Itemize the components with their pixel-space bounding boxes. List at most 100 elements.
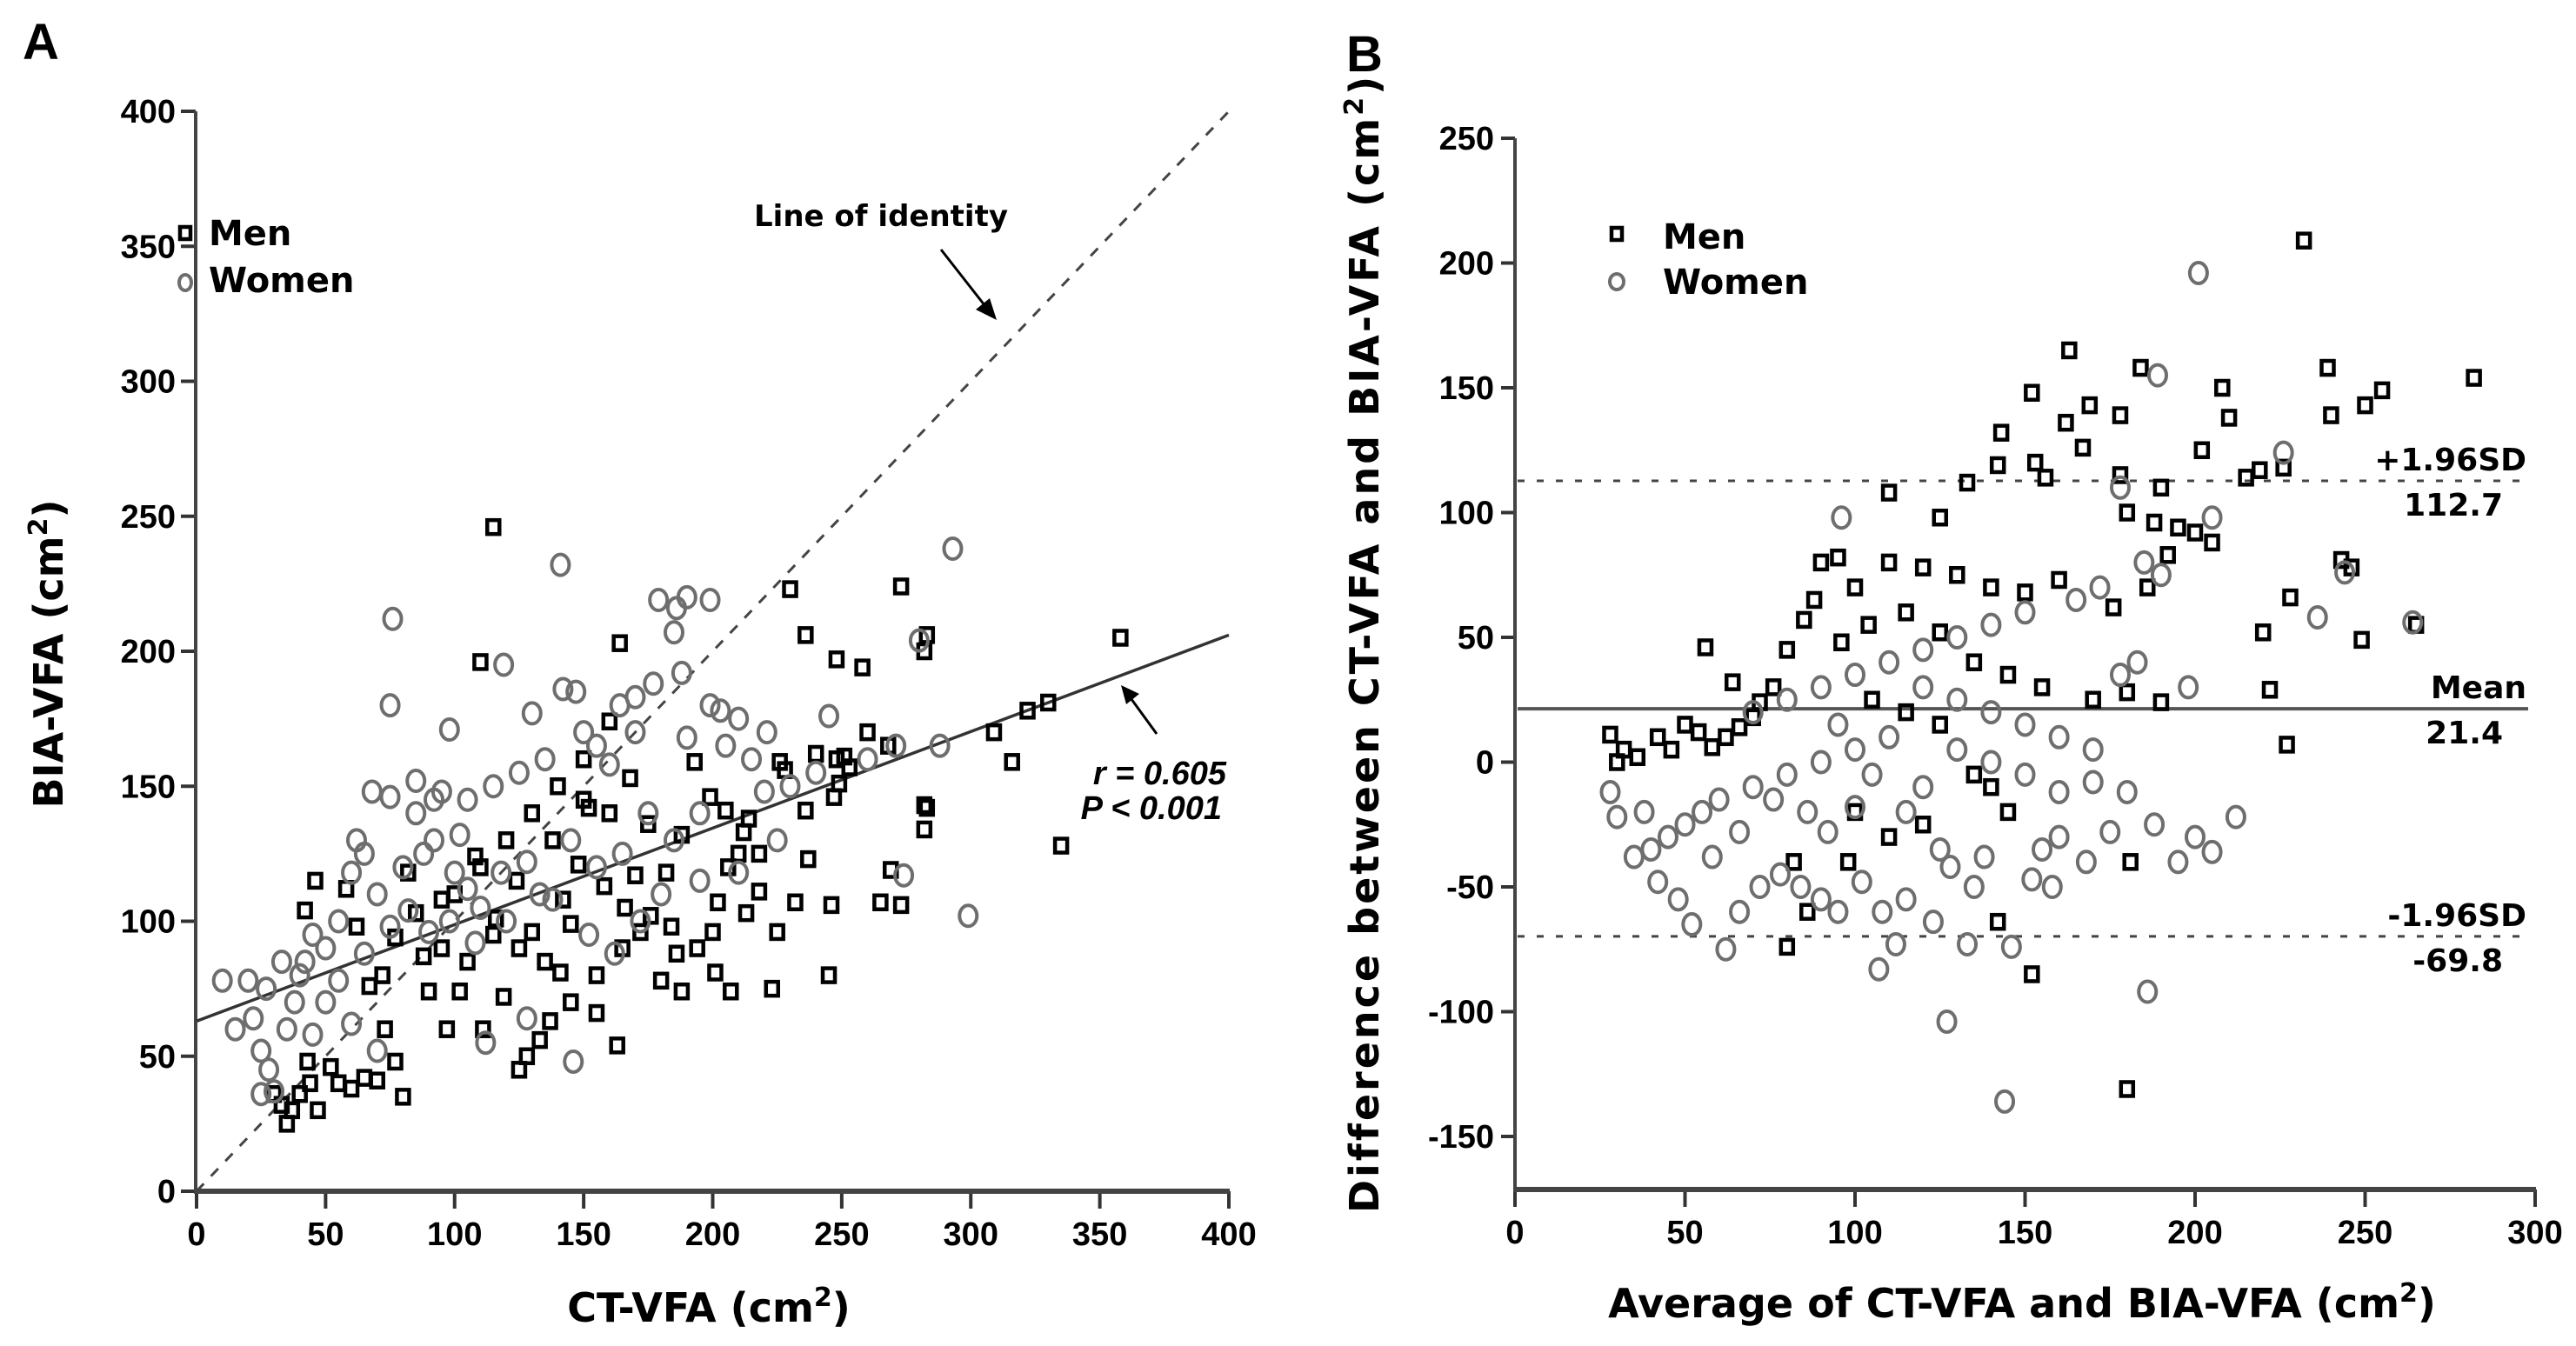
y-tick-label: 400 <box>121 94 176 130</box>
panel-a-women-point <box>563 1049 584 1074</box>
panel-a-men-point <box>278 1115 296 1133</box>
panel-b-men-point <box>2214 378 2231 397</box>
panel-b-reference-labels: +1.96SD 112.7 Mean 21.4 -1.96SD -69.8 <box>2374 443 2526 979</box>
legend-men-marker-icon <box>177 224 193 242</box>
panel-a-men-point <box>823 896 840 915</box>
panel-b-women-point <box>1708 787 1730 812</box>
panel-a-men-point <box>511 939 528 957</box>
panel-a-men-point <box>668 944 685 963</box>
panel-b-men-point <box>1690 723 1707 742</box>
panel-a-women-point <box>552 676 574 702</box>
panel-b-men-point <box>1649 728 1666 747</box>
panel-b-men-point <box>2261 681 2279 699</box>
panel-a-women-point <box>366 1038 388 1063</box>
x-tick-label: 50 <box>307 1216 344 1253</box>
legend-women-label: Women <box>1663 263 1808 303</box>
panel-a-women-point <box>361 779 383 804</box>
panel-b-women-point <box>2133 550 2155 575</box>
panel-a-women-point <box>405 801 427 826</box>
panel-b-women-point <box>1845 795 1865 820</box>
x-tick-label: 300 <box>944 1216 998 1253</box>
x-tick-label: 50 <box>1666 1215 1703 1251</box>
panel-b-women-point <box>1776 687 1798 712</box>
panel-a-women-point <box>250 1082 272 1107</box>
panel-b-women-point <box>1701 844 1723 870</box>
panel-b-women-point <box>2000 934 2022 959</box>
panel-b-women-point <box>2065 587 2087 612</box>
panel-a-women-point <box>470 895 491 920</box>
identity-arrow-icon <box>939 249 997 320</box>
y-tick-label: 200 <box>1439 246 1494 283</box>
x-tick-label: 150 <box>1998 1215 2052 1251</box>
y-tick-label: 0 <box>1476 745 1494 782</box>
panel-b-men-point <box>1663 740 1680 759</box>
panel-b-men-point <box>1880 483 1898 502</box>
panel-b-men-point <box>2112 406 2129 424</box>
panel-b-women-point <box>1790 875 1812 899</box>
panel-a-women-point <box>483 774 504 799</box>
panel-a-women-point <box>341 1011 363 1036</box>
panel-a-men-point <box>640 815 657 833</box>
panel-b-men-point <box>2081 396 2099 415</box>
panel-a-women-point <box>366 882 388 907</box>
panel-a-men-point <box>459 952 476 971</box>
panel-b-women-point <box>1674 812 1696 837</box>
panel-b-women-point <box>1640 836 1662 862</box>
legend-men-label: Men <box>209 214 291 254</box>
panel-a-men-point <box>820 966 838 984</box>
panel-a-women-point <box>624 684 646 710</box>
panel-b-men-point <box>2238 469 2254 487</box>
legend-women-marker-icon <box>177 273 193 292</box>
panel-b-women-point <box>1872 899 1893 924</box>
panel-a-men-point <box>472 858 489 876</box>
panel-b-women-point <box>2201 505 2223 530</box>
panel-b-women-point <box>1851 870 1872 895</box>
panel-a-men-point <box>570 856 587 874</box>
panel-a-men-point <box>841 758 858 776</box>
panel-a-women-point <box>405 769 427 794</box>
panel-a-men-point <box>751 883 768 901</box>
panel-a-men-point <box>916 820 933 839</box>
panel-b-men-point <box>1914 816 1932 834</box>
panel-b-women-point <box>2185 824 2206 850</box>
line-of-identity-label: Line of identity <box>754 199 1008 234</box>
panel-b-women-point <box>2306 605 2328 630</box>
y-tick-label: 50 <box>1458 620 1494 656</box>
panel-a-men-point <box>297 901 313 920</box>
panel-a-men-point <box>485 517 502 536</box>
panel-b-women-point <box>1946 625 1968 650</box>
panel-a-men-point <box>702 788 718 806</box>
panel-b-men-point <box>1932 508 1948 527</box>
panel-b-women-point <box>1939 855 1961 880</box>
panel-a-x-axis-title-text: CT-VFA (cm <box>567 1284 814 1331</box>
panel-b-women-point <box>1895 887 1917 912</box>
panel-b-men-point <box>1959 473 1976 492</box>
panel-a-men-point <box>524 804 541 823</box>
panel-a-women-point <box>741 747 763 772</box>
panel-a-women-point <box>671 660 692 685</box>
panel-a-women-point <box>624 720 646 745</box>
panel-b-men-point <box>1949 566 1965 584</box>
panel-a-men-point <box>859 723 876 742</box>
panel-a-women-point <box>397 898 419 923</box>
panel-a-men-point <box>632 923 649 942</box>
panel-a-women-point <box>630 909 651 934</box>
panel-b-women-point <box>2099 819 2121 844</box>
panel-b-women-point <box>2201 839 2223 864</box>
panel-a-men-point <box>451 982 468 1001</box>
panel-b-men-point <box>1932 716 1948 734</box>
panel-a-men-point <box>704 923 721 942</box>
panel-b-women-point <box>2402 610 2424 635</box>
panel-b-women-point <box>1749 875 1771 899</box>
panel-a: A 0 50 100 150 200 250 300 350 400 0 50 100 150 200 2… <box>23 14 1257 1331</box>
panel-a-men-point <box>892 896 910 915</box>
panel-a-men-point <box>601 804 618 823</box>
panel-b-men-point <box>2282 588 2299 607</box>
panel-b-men-point <box>2119 503 2136 522</box>
panel-b-points <box>1599 231 2482 1114</box>
x-tick-label: 350 <box>1072 1216 1127 1253</box>
panel-a-women-point <box>491 860 512 885</box>
panel-a-men-point <box>310 1101 326 1120</box>
y-tick-label: 300 <box>121 364 176 401</box>
panel-b-women-point <box>2082 770 2104 795</box>
